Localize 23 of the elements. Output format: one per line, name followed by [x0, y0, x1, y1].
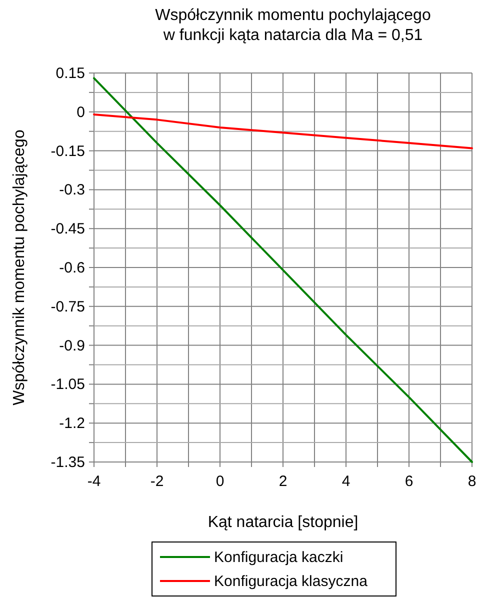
- x-tick-label: 6: [404, 473, 414, 490]
- y-tick-label: -0.15: [50, 142, 85, 160]
- y-tick-label: -1.35: [50, 454, 85, 471]
- y-tick-label: -0.6: [59, 260, 85, 276]
- y-axis-title: Współczynnik momentu pochylającego: [11, 130, 28, 406]
- y-tick-label: -0.9: [59, 337, 85, 354]
- legend-label: Konfiguracja klasyczna: [214, 573, 368, 590]
- x-axis-title: Kąt natarcia [stopnie]: [208, 514, 358, 531]
- y-tick-label: -1.05: [50, 376, 85, 394]
- y-tick-label: -0.3: [59, 182, 85, 199]
- chart-title: Współczynnik momentu pochylającego w funkcji kąta natarcia dla Ma = 0,51: [155, 7, 431, 44]
- x-tick-label: 0: [216, 473, 224, 490]
- x-tick-label: -4: [87, 473, 101, 490]
- legend-label: Konfiguracja kaczki: [214, 549, 344, 566]
- y-tick-label: -1.2: [59, 415, 85, 432]
- y-tick-label: 0.15: [56, 65, 85, 82]
- y-tick-label: -0.75: [50, 298, 85, 316]
- x-tick-label: 8: [468, 473, 476, 490]
- x-tick-label: -2: [150, 473, 164, 490]
- y-tick-label: -0.45: [50, 220, 85, 238]
- x-tick-label: 4: [342, 473, 350, 490]
- y-tick-label: 0: [76, 104, 85, 121]
- x-tick-label: 2: [278, 473, 288, 490]
